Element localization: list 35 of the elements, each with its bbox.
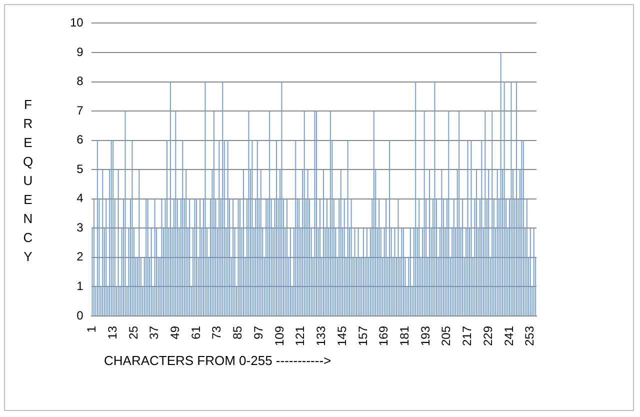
x-tick-label: 97: [251, 326, 266, 340]
x-tick-label: 157: [356, 326, 370, 346]
x-tick-label: 181: [397, 326, 412, 346]
text: FREQUENCY: [22, 97, 34, 264]
y-tick-label: 10: [70, 16, 84, 30]
x-tick-label: 193: [418, 326, 432, 346]
y-tick-label: 1: [76, 279, 84, 294]
x-tick-label: 37: [147, 326, 162, 340]
y-tick-label: 9: [76, 44, 84, 59]
x-tick-label: 1: [84, 326, 99, 333]
x-tick-label: 13: [105, 326, 120, 340]
y-tick-label: 7: [76, 103, 84, 118]
x-tick-label: 133: [314, 326, 328, 346]
x-tick-label: 145: [334, 326, 349, 346]
x-tick-label: 61: [188, 326, 203, 340]
y-tick-label: 0: [76, 308, 84, 322]
x-tick-label: 121: [293, 326, 308, 346]
y-tick-label: 3: [76, 220, 84, 234]
y-tick-label: 5: [76, 162, 84, 176]
x-tick-label: 241: [502, 326, 516, 346]
y-tick-label: 8: [76, 74, 84, 88]
y-tick-label: 4: [76, 191, 84, 206]
x-tick-label: 109: [272, 326, 286, 346]
x-tick-label: 253: [522, 326, 537, 346]
x-axis-title: CHARACTERS FROM 0-255 ----------->: [104, 353, 332, 368]
x-tick-label: 229: [480, 326, 495, 346]
x-tick-label: 217: [460, 326, 474, 346]
y-tick-label: 2: [76, 250, 84, 264]
x-tick-label: 73: [210, 326, 224, 340]
y-tick-label: 6: [76, 132, 84, 147]
x-tick-label: 49: [168, 326, 182, 340]
x-tick-label: 205: [439, 326, 454, 346]
x-tick-label: 25: [126, 326, 140, 340]
x-tick-label: 85: [230, 326, 245, 340]
x-tick-label: 169: [376, 326, 391, 346]
